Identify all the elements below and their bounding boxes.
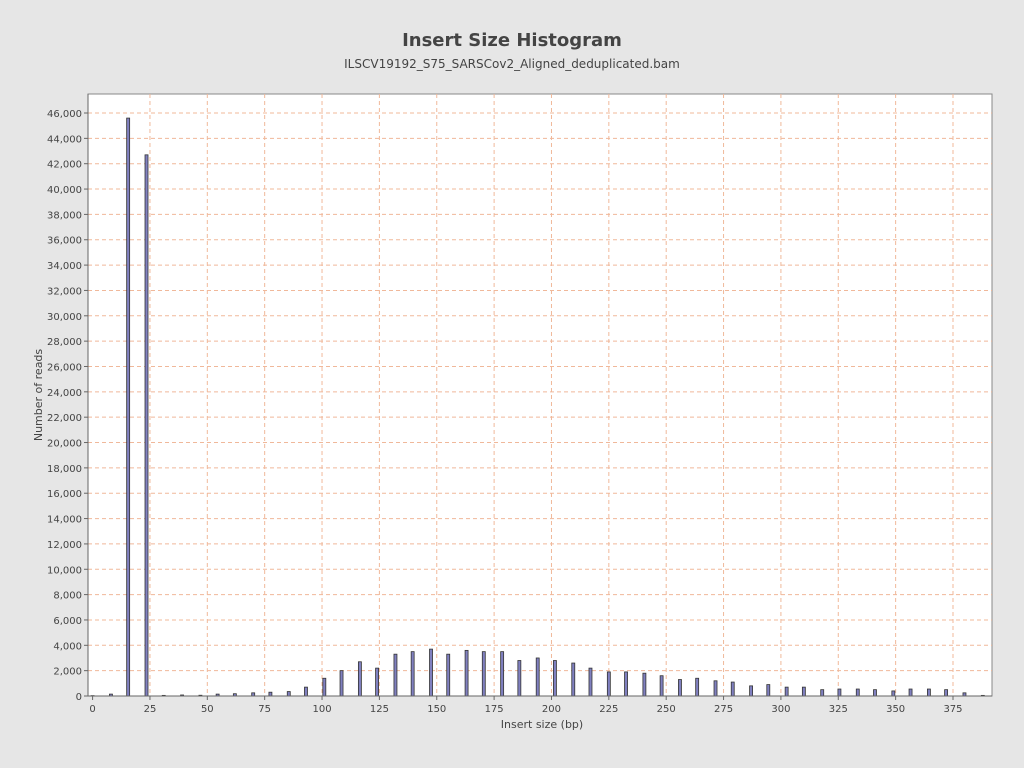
y-axis-label: Number of reads: [32, 349, 45, 442]
histogram-bar: [588, 667, 593, 697]
x-tick-label: 0: [89, 704, 95, 715]
x-axis-label: Insert size (bp): [501, 718, 583, 731]
histogram-bar: [553, 660, 557, 697]
histogram-bar: [927, 688, 931, 697]
histogram-bar: [517, 660, 522, 697]
histogram-bar: [393, 653, 398, 697]
histogram-bar: [322, 677, 327, 697]
histogram-bar: [481, 651, 486, 697]
axes: 0 2,000 4,000 6,000 8,000 10,000 12,000 14,000 1…: [47, 94, 992, 715]
histogram-bar: [375, 667, 379, 697]
histogram-bar: [429, 648, 433, 697]
y-tick-label: 2,000: [53, 667, 82, 678]
histogram-bar: [678, 679, 682, 697]
x-tick-label: 225: [599, 704, 618, 715]
x-tick-label: 100: [312, 704, 331, 715]
histogram-bar: [891, 690, 896, 697]
y-tick-label: 10,000: [47, 565, 82, 576]
y-tick-label: 26,000: [47, 362, 82, 373]
y-tick-label: 22,000: [47, 413, 82, 424]
x-tick-label: 50: [201, 704, 214, 715]
y-tick-label: 4,000: [53, 641, 82, 652]
histogram-bar: [908, 688, 913, 697]
histogram-bar: [801, 686, 806, 697]
histogram-bar: [713, 680, 718, 697]
histogram-bar: [873, 689, 877, 697]
histogram-bar: [855, 688, 860, 697]
grid-lines: [88, 94, 992, 696]
x-tick-label: 25: [144, 704, 157, 715]
histogram-bar: [730, 681, 735, 697]
histogram-bar: [766, 684, 771, 697]
histogram-bar: [304, 686, 308, 697]
y-tick-label: 0: [76, 692, 82, 703]
histogram-bar: [144, 154, 149, 697]
x-tick-label: 300: [771, 704, 790, 715]
histogram-bar: [659, 675, 664, 697]
y-tick-label: 44,000: [47, 134, 82, 145]
histogram-bar: [571, 662, 576, 697]
x-tick-label: 275: [714, 704, 733, 715]
histogram-bar: [642, 672, 647, 697]
y-tick-label: 8,000: [53, 591, 82, 602]
histogram-bar: [784, 686, 789, 697]
y-tick-label: 36,000: [47, 236, 82, 247]
y-tick-label: 42,000: [47, 160, 82, 171]
y-tick-label: 6,000: [53, 616, 82, 627]
histogram-bar: [126, 117, 131, 697]
histogram-bar: [749, 685, 753, 697]
x-tick-label: 375: [943, 704, 962, 715]
x-tick-label: 75: [258, 704, 271, 715]
histogram-bar: [535, 657, 540, 697]
y-tick-label: 40,000: [47, 185, 82, 196]
x-tick-label: 125: [370, 704, 389, 715]
y-tick-label: 30,000: [47, 312, 82, 323]
y-tick-label: 28,000: [47, 337, 82, 348]
histogram-bar: [446, 653, 451, 697]
histogram-bar: [357, 661, 362, 697]
y-tick-label: 46,000: [47, 109, 82, 120]
x-tick-label: 150: [427, 704, 446, 715]
y-tick-label: 20,000: [47, 439, 82, 450]
histogram-bar: [464, 649, 469, 697]
y-tick-label: 18,000: [47, 464, 82, 475]
y-tick-label: 14,000: [47, 515, 82, 526]
histogram-bar: [500, 651, 505, 697]
histogram-bar: [286, 691, 291, 697]
x-tick-label: 175: [485, 704, 504, 715]
chart-subtitle: ILSCV19192_S75_SARSCov2_Aligned_deduplic…: [344, 57, 680, 71]
y-tick-label: 24,000: [47, 388, 82, 399]
histogram-bar: [606, 671, 611, 697]
y-tick-label: 38,000: [47, 210, 82, 221]
histogram-bar: [624, 671, 628, 697]
x-tick-label: 350: [886, 704, 905, 715]
x-tick-label: 200: [542, 704, 561, 715]
histogram-bar: [820, 689, 825, 697]
plot-area: [87, 93, 993, 697]
histogram-bar: [268, 691, 273, 697]
x-tick-label: 250: [657, 704, 676, 715]
y-tick-label: 34,000: [47, 261, 82, 272]
histogram-bar: [410, 651, 415, 697]
histogram-bar: [944, 689, 949, 697]
histogram-bar: [837, 688, 842, 697]
histogram-bar: [695, 677, 700, 697]
y-tick-label: 32,000: [47, 286, 82, 297]
y-tick-label: 16,000: [47, 489, 82, 500]
histogram-bar: [339, 670, 344, 697]
chart-title: Insert Size Histogram: [402, 30, 622, 51]
y-tick-label: 12,000: [47, 540, 82, 551]
x-tick-label: 325: [829, 704, 848, 715]
